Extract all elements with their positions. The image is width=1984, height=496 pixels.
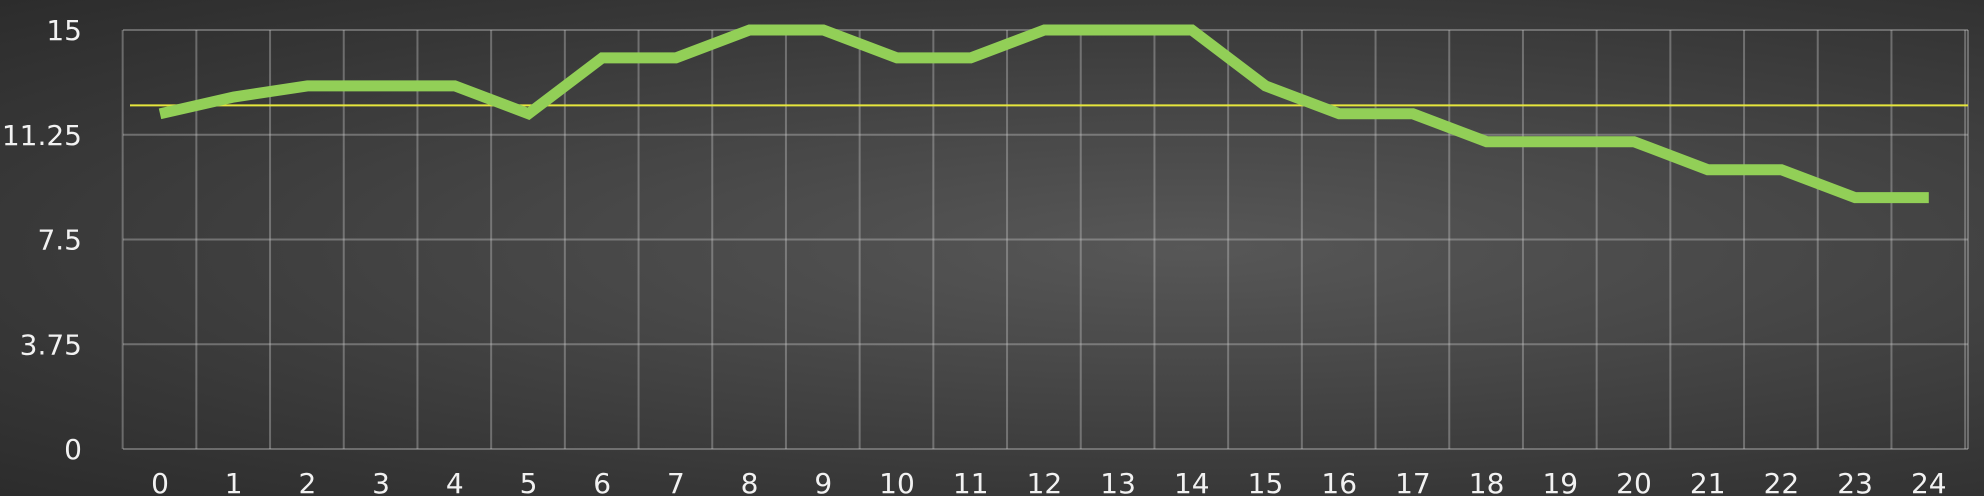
x-tick-label: 13 [1100,467,1136,496]
x-tick-label: 19 [1542,467,1578,496]
x-tick-label: 3 [372,467,390,496]
grid [121,29,1969,450]
x-tick-label: 21 [1690,467,1726,496]
y-tick-label: 11.25 [2,119,82,152]
x-tick-label: 6 [593,467,611,496]
x-tick-label: 24 [1911,467,1947,496]
x-tick-label: 10 [879,467,915,496]
series-line [158,24,1929,204]
x-tick-label: 16 [1321,467,1357,496]
x-tick-label: 11 [953,467,989,496]
y-axis-ticks: 0 3.75 7.5 11.25 15 [2,14,82,466]
y-tick-label: 0 [64,433,82,466]
x-tick-label: 12 [1027,467,1063,496]
x-tick-label: 23 [1837,467,1873,496]
x-axis-ticks: 0 1 2 3 4 5 6 7 8 9 10 11 12 13 14 15 16 17 18 19 20 21 22 23 24 [151,467,1947,496]
y-tick-label: 7.5 [37,224,82,257]
x-tick-label: 4 [446,467,464,496]
x-tick-label: 1 [225,467,243,496]
x-tick-label: 18 [1469,467,1505,496]
x-tick-label: 2 [298,467,316,496]
x-tick-label: 7 [667,467,685,496]
x-tick-label: 9 [814,467,832,496]
x-tick-label: 20 [1616,467,1652,496]
x-tick-label: 15 [1248,467,1284,496]
x-tick-label: 14 [1174,467,1210,496]
x-tick-label: 17 [1395,467,1431,496]
x-tick-label: 8 [741,467,759,496]
y-tick-label: 15 [46,14,82,47]
y-tick-label: 3.75 [20,328,82,361]
x-tick-label: 0 [151,467,169,496]
x-tick-label: 5 [520,467,538,496]
series-layer [158,24,1929,204]
x-tick-label: 22 [1764,467,1800,496]
